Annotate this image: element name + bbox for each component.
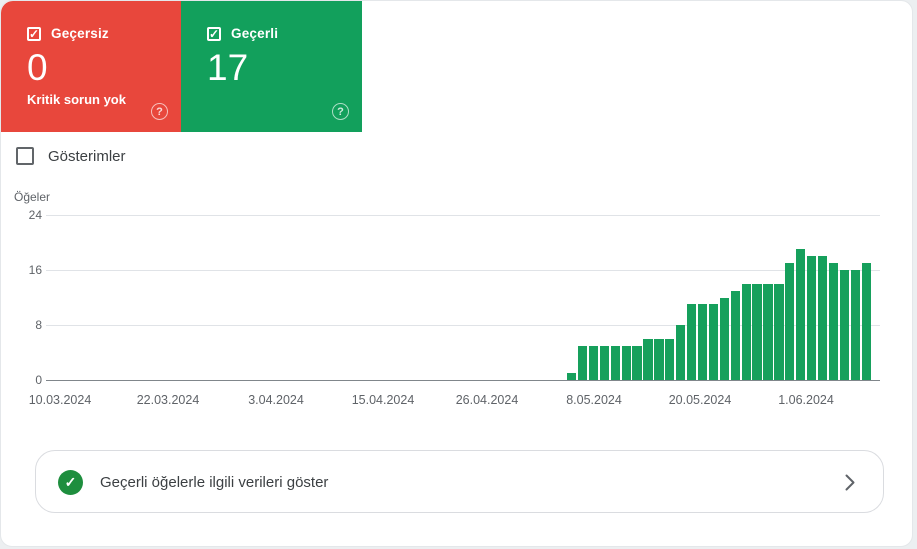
chart-bar[interactable] (687, 304, 697, 380)
grid-line-24 (46, 214, 880, 216)
chart-bar[interactable] (730, 290, 740, 380)
x-tick-label: 26.04.2024 (455, 393, 519, 407)
impressions-checkbox[interactable] (16, 147, 34, 165)
chart-bar[interactable] (632, 345, 642, 380)
chevron-right-icon[interactable] (845, 474, 855, 491)
chart-bar[interactable] (752, 283, 762, 380)
x-tick-label: 22.03.2024 (136, 393, 200, 407)
chart-bar[interactable] (654, 338, 664, 380)
impressions-toggle[interactable]: Gösterimler (16, 147, 126, 165)
chart-bar[interactable] (665, 338, 675, 380)
y-tick-label: 24 (28, 208, 42, 222)
chart-bar[interactable] (741, 283, 751, 380)
chart-bar[interactable] (697, 304, 708, 380)
chart-bar[interactable] (817, 256, 828, 380)
chart-bar[interactable] (599, 345, 610, 380)
x-tick-label: 10.03.2024 (28, 393, 92, 407)
valid-checkbox[interactable]: ✓ (207, 26, 221, 41)
items-bar-chart: 24 16 8 0 (0, 208, 917, 387)
chart-x-axis: 10.03.2024 22.03.2024 3.04.2024 15.04.2024 2… (0, 393, 917, 409)
grid-line-0 (46, 379, 880, 381)
chart-bar[interactable] (796, 249, 806, 380)
invalid-card-label: Geçersiz (51, 26, 109, 41)
invalid-count: 0 (27, 47, 48, 88)
chart-bar[interactable] (839, 270, 850, 380)
valid-card-label: Geçerli (231, 26, 279, 41)
x-tick-label: 20.05.2024 (668, 393, 732, 407)
invalid-card-subtitle: Kritik sorun yok (27, 92, 126, 107)
x-tick-label: 8.05.2024 (566, 393, 622, 407)
chart-bar[interactable] (567, 373, 577, 380)
chart-bar[interactable] (676, 325, 686, 380)
chart-y-axis-title: Öğeler (14, 190, 51, 204)
help-icon[interactable]: ? (332, 103, 349, 120)
valid-count: 17 (207, 47, 249, 88)
valid-items-banner[interactable]: ✓ Geçerli öğelerle ilgili verileri göste… (35, 450, 884, 513)
valid-items-banner-text: Geçerli öğelerle ilgili verileri göster (100, 474, 329, 491)
invalid-checkbox[interactable]: ✓ (27, 26, 41, 41)
valid-card[interactable]: ✓ Geçerli 17 ? (181, 1, 362, 132)
chart-bar[interactable] (621, 345, 631, 380)
y-tick-label: 16 (28, 263, 42, 277)
chart-bar[interactable] (807, 256, 817, 380)
grid-line-8 (46, 324, 880, 326)
x-tick-label: 1.06.2024 (778, 393, 834, 407)
y-tick-label: 0 (35, 373, 42, 387)
chart-bar[interactable] (828, 263, 839, 380)
grid-line-16 (46, 269, 880, 271)
chart-bar[interactable] (577, 345, 588, 380)
invalid-card[interactable]: ✓ Geçersiz 0 Kritik sorun yok ? (1, 1, 181, 132)
chart-bar[interactable] (610, 345, 620, 380)
chart-bar[interactable] (850, 270, 860, 380)
y-tick-label: 8 (35, 318, 42, 332)
x-tick-label: 3.04.2024 (248, 393, 304, 407)
impressions-label: Gösterimler (48, 147, 126, 165)
chart-bar[interactable] (785, 263, 795, 380)
chart-bar[interactable] (763, 283, 773, 380)
chart-bar[interactable] (643, 338, 653, 380)
help-icon[interactable]: ? (151, 103, 168, 120)
chart-bar[interactable] (708, 304, 719, 380)
check-circle-icon: ✓ (58, 470, 83, 495)
x-tick-label: 15.04.2024 (351, 393, 415, 407)
chart-bar[interactable] (774, 283, 784, 380)
chart-bar[interactable] (861, 263, 871, 380)
chart-bar[interactable] (588, 345, 599, 380)
chart-bar[interactable] (719, 297, 730, 380)
